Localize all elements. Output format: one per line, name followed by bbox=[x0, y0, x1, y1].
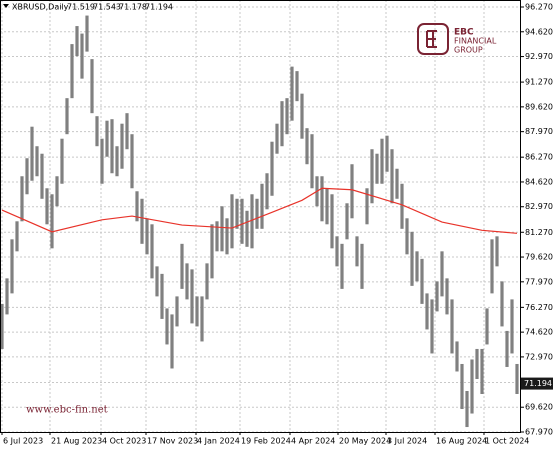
x-tick-label: 3 Jul 2024 bbox=[387, 437, 427, 446]
logo-text: FINANCIAL bbox=[454, 37, 497, 46]
overlay: EBC FINANCIAL GROUP www.ebc-fin.net XBRU… bbox=[3, 3, 497, 416]
x-tick-label: 4 Oct 2023 bbox=[102, 437, 146, 446]
y-tick-label: 81.270 bbox=[525, 228, 553, 237]
x-tick-label: 20 May 2024 bbox=[339, 437, 391, 446]
y-tick-label: 82.970 bbox=[525, 202, 553, 211]
header-close: 71.194 bbox=[145, 3, 173, 12]
logo-mark bbox=[426, 30, 437, 48]
y-tick-label: 69.620 bbox=[525, 403, 553, 412]
x-tick-label: 21 Aug 2023 bbox=[51, 437, 102, 446]
logo-text: EBC bbox=[454, 28, 474, 38]
header-low: 71.178 bbox=[119, 3, 147, 12]
y-tick-label: 72.970 bbox=[525, 352, 553, 361]
logo-text: GROUP bbox=[454, 46, 483, 55]
y-tick-label: 84.620 bbox=[525, 177, 553, 186]
y-tick-label: 87.970 bbox=[525, 127, 553, 136]
y-tick-label: 91.270 bbox=[525, 78, 553, 87]
y-tick-label: 86.270 bbox=[525, 153, 553, 162]
x-tick-label: 1 Oct 2024 bbox=[485, 437, 529, 446]
grid bbox=[0, 0, 521, 433]
y-tick-label: 94.620 bbox=[525, 27, 553, 36]
last-price-box bbox=[521, 377, 553, 390]
x-tick-label: 16 Aug 2024 bbox=[436, 437, 487, 446]
header-symbol: XBRUSD,Daily bbox=[12, 3, 69, 12]
price-bars bbox=[0, 15, 519, 428]
x-tick-label: 4 Apr 2024 bbox=[291, 437, 335, 446]
moving-average-line bbox=[1, 187, 518, 234]
x-tick-label: 17 Nov 2023 bbox=[147, 437, 198, 446]
axes: 67.97069.62071.27072.97074.62076.27077.9… bbox=[1, 3, 553, 446]
last-price-label: 71.194 bbox=[524, 379, 552, 388]
y-tick-label: 74.620 bbox=[525, 328, 553, 337]
header-icon bbox=[3, 4, 9, 8]
y-tick-label: 92.970 bbox=[525, 52, 553, 61]
header-open: 71.519 bbox=[67, 3, 95, 12]
x-tick-label: 6 Jul 2023 bbox=[3, 437, 43, 446]
logo-frame bbox=[417, 23, 449, 55]
y-tick-label: 89.620 bbox=[525, 102, 553, 111]
y-tick-label: 96.270 bbox=[525, 3, 553, 12]
watermark: www.ebc-fin.net bbox=[26, 405, 108, 416]
y-tick-label: 77.970 bbox=[525, 277, 553, 286]
logo: EBC FINANCIAL GROUP bbox=[417, 23, 497, 55]
header-high: 71.543 bbox=[93, 3, 121, 12]
y-tick-label: 76.270 bbox=[525, 303, 553, 312]
x-tick-label: 19 Feb 2024 bbox=[241, 437, 291, 446]
x-tick-label: 4 Jan 2024 bbox=[197, 437, 240, 446]
plot-frame bbox=[0, 0, 521, 433]
y-tick-label: 67.970 bbox=[525, 428, 553, 437]
y-tick-label: 79.620 bbox=[525, 253, 553, 262]
